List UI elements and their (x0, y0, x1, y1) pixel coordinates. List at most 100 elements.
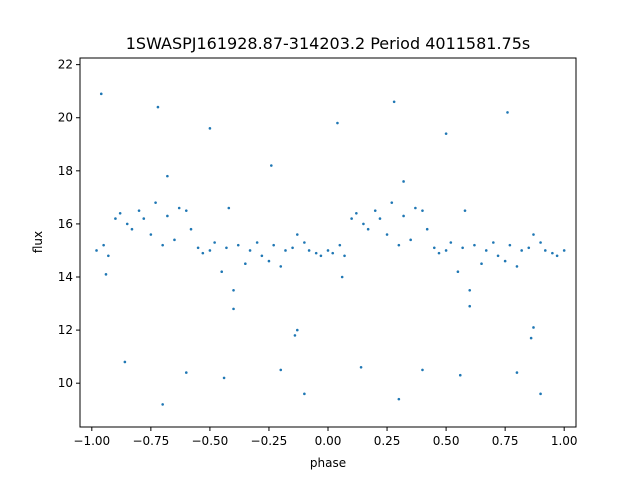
data-point (232, 288, 235, 292)
data-point (529, 336, 533, 340)
x-axis-label: phase (310, 456, 346, 470)
x-tick-label: 1.00 (551, 434, 578, 448)
data-point (107, 254, 110, 258)
y-tick-label: 12 (58, 323, 73, 337)
data-point (196, 246, 200, 250)
data-point (123, 360, 127, 364)
data-point (421, 209, 424, 212)
x-tick-label: 0.00 (315, 434, 342, 448)
data-point (303, 241, 306, 244)
data-point (118, 211, 122, 215)
x-tick-label: −0.50 (192, 434, 229, 448)
data-point (208, 249, 212, 252)
data-point (177, 206, 181, 210)
data-point (336, 121, 339, 125)
data-point (161, 243, 164, 247)
data-point (137, 209, 141, 212)
x-tick-label: −0.25 (251, 434, 288, 448)
data-point (104, 273, 108, 276)
data-point (437, 251, 441, 255)
x-axis-ticks: −1.00 −0.75 −0.50 −0.25 0.00 0.25 0.50 0.75 1.00 (73, 427, 578, 448)
data-point (551, 251, 554, 255)
data-point (458, 373, 462, 377)
data-point (397, 243, 401, 247)
data-point (527, 246, 531, 250)
data-point (515, 265, 519, 268)
data-point (314, 251, 318, 255)
data-point (503, 259, 507, 263)
data-point (508, 243, 512, 247)
data-point (208, 127, 212, 130)
y-axis-ticks: 10 12 14 16 18 20 22 (58, 58, 80, 390)
data-point (555, 254, 559, 258)
data-point (244, 262, 247, 266)
data-point (295, 328, 299, 332)
data-point (303, 392, 306, 396)
data-point (421, 368, 424, 372)
data-point (232, 307, 235, 311)
data-point (255, 241, 259, 244)
data-point (184, 371, 188, 374)
data-point (114, 217, 117, 220)
data-point (154, 201, 157, 204)
data-points (95, 92, 566, 406)
data-point (539, 392, 542, 396)
data-point (409, 238, 412, 242)
data-point (343, 254, 346, 258)
data-point (142, 217, 146, 220)
data-point (340, 275, 344, 279)
data-point (373, 209, 377, 212)
data-point (220, 270, 224, 274)
data-point (392, 100, 396, 104)
data-point (402, 180, 405, 183)
y-tick-label: 16 (58, 217, 73, 231)
data-point (222, 376, 226, 380)
data-point (319, 254, 323, 258)
data-point (359, 365, 363, 369)
data-point (236, 243, 240, 247)
data-point (102, 243, 105, 247)
data-point (293, 334, 297, 337)
data-point (99, 92, 103, 96)
data-point (385, 233, 389, 236)
data-point (355, 211, 358, 215)
y-tick-label: 18 (58, 164, 73, 178)
data-point (468, 304, 472, 308)
data-point (166, 214, 169, 218)
data-point (543, 249, 547, 252)
data-point (463, 209, 467, 212)
y-tick-label: 10 (58, 376, 73, 390)
data-point (444, 249, 448, 252)
plot-area (80, 58, 576, 427)
x-tick-label: 0.50 (433, 434, 460, 448)
data-point (539, 241, 542, 244)
data-point (366, 227, 370, 231)
data-point (189, 227, 193, 231)
y-tick-label: 14 (58, 270, 73, 284)
data-point (326, 249, 330, 252)
data-point (456, 270, 460, 274)
data-point (95, 249, 98, 252)
data-point (338, 243, 342, 247)
data-point (468, 288, 472, 292)
x-tick-label: −0.75 (132, 434, 169, 448)
data-point (279, 368, 283, 372)
data-point (402, 214, 405, 218)
data-point (362, 222, 365, 226)
data-point (444, 132, 448, 135)
data-point (425, 227, 429, 231)
data-point (492, 241, 495, 244)
data-point (248, 249, 252, 252)
data-point (161, 403, 164, 406)
data-point (461, 246, 464, 250)
data-point (260, 254, 264, 258)
data-point (473, 243, 476, 247)
data-point (480, 262, 483, 266)
data-point (227, 206, 231, 210)
data-point (307, 249, 311, 252)
data-point (532, 326, 535, 329)
data-point (279, 265, 283, 268)
data-point (173, 238, 176, 242)
data-point (295, 233, 299, 236)
data-point (350, 217, 353, 220)
